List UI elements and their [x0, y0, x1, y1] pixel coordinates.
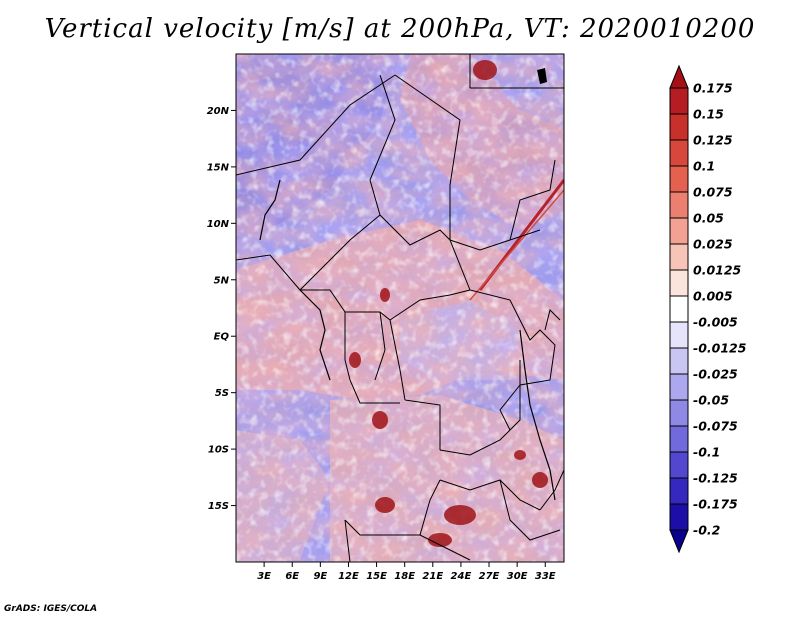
lat-tick-label: 10S: [208, 445, 229, 456]
lon-tick-label: 27E: [479, 571, 500, 582]
lon-tick-label: 15E: [366, 571, 387, 582]
colorbar-label: 0.0125: [693, 263, 742, 278]
lat-tick-label: 5S: [215, 388, 229, 399]
lon-tick-label: 33E: [535, 571, 556, 582]
colorbar-swatch: [669, 243, 689, 271]
colorbar-swatch: [669, 373, 689, 401]
lat-tick-label: 5N: [214, 275, 230, 286]
lat-tick-label: EQ: [214, 332, 230, 343]
lon-tick-label: 18E: [394, 571, 415, 582]
colorbar-swatch: [669, 399, 689, 427]
colorbar-swatch: [669, 165, 689, 193]
colorbar-swatch: [669, 139, 689, 167]
latitude-ticks: 20N 15N 10N 5N EQ 5S 10S 15S: [207, 106, 236, 512]
longitude-ticks: 3E 6E 9E 12E 15E 18E 21E 24E 27E 30E 33E: [257, 562, 556, 582]
lon-tick-label: 21E: [422, 571, 443, 582]
colorbar-label: -0.025: [693, 367, 738, 382]
lat-tick-label: 15N: [207, 162, 230, 173]
lon-tick-label: 9E: [313, 571, 327, 582]
colorbar-swatch: [669, 87, 689, 115]
chart-title: Vertical velocity [m/s] at 200hPa, VT: 2…: [44, 14, 756, 44]
lon-tick-label: 30E: [507, 571, 528, 582]
colorbar-swatch: [669, 503, 689, 531]
velocity-field: [236, 54, 564, 562]
colorbar-label: 0.1: [693, 159, 715, 174]
colorbar-label: 0.175: [693, 81, 733, 96]
colorbar-swatch: [669, 477, 689, 505]
colorbar-label: 0.15: [693, 107, 724, 122]
colorbar-label: -0.05: [693, 393, 729, 408]
colorbar-label: -0.075: [693, 419, 738, 434]
colorbar-label: 0.075: [693, 185, 733, 200]
colorbar-swatch: [669, 425, 689, 453]
colorbar-swatch: [669, 217, 689, 245]
lat-tick-label: 10N: [207, 219, 230, 230]
colorbar-label: -0.005: [693, 315, 738, 330]
lon-tick-label: 12E: [338, 571, 359, 582]
colorbar-top-arrow: [669, 64, 689, 89]
colorbar-label: 0.005: [693, 289, 733, 304]
colorbar-bottom-arrow: [669, 529, 689, 554]
lon-tick-label: 6E: [285, 571, 299, 582]
lat-tick-label: 20N: [207, 106, 230, 117]
colorbar-swatch: [669, 321, 689, 349]
lon-tick-label: 3E: [257, 571, 271, 582]
lon-tick-label: 24E: [451, 571, 472, 582]
colorbar-swatch: [669, 347, 689, 375]
colorbar-label: 0.05: [693, 211, 724, 226]
colorbar-swatch: [669, 191, 689, 219]
colorbar-label: -0.0125: [693, 341, 747, 356]
colorbar-label: -0.125: [693, 471, 738, 486]
colorbar-swatch: [669, 451, 689, 479]
colorbar-label: -0.1: [693, 445, 720, 460]
colorbar-swatch: [669, 295, 689, 323]
colorbar-label: -0.175: [693, 497, 738, 512]
map-frame: [235, 53, 565, 563]
colorbar-label: 0.025: [693, 237, 733, 252]
grads-credit: GrADS: IGES/COLA: [4, 604, 98, 614]
map-area: 20N 15N 10N 5N EQ 5S 10S 15S 3E 6E 9E 12E 15E 18E 21E…: [207, 53, 565, 582]
colorbar: 0.175 0.15 0.125 0.1 0.075 0.05 0.025 0.0125 0.0…: [669, 64, 747, 554]
colorbar-label: 0.125: [693, 133, 733, 148]
colorbar-label: -0.2: [693, 523, 720, 538]
colorbar-swatch: [669, 269, 689, 297]
lat-tick-label: 15S: [208, 501, 229, 512]
colorbar-swatch: [669, 113, 689, 141]
